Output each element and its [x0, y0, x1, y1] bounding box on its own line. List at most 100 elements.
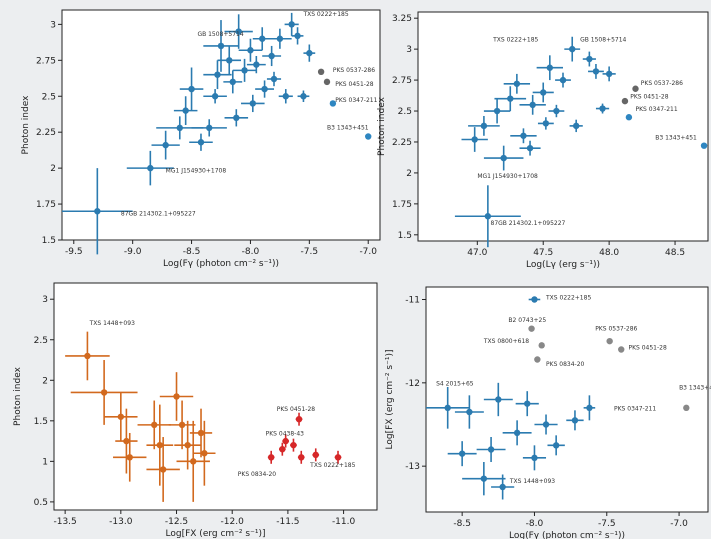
- source-annotation: MG1 J154930+1708: [166, 167, 227, 174]
- data-marker: [632, 85, 639, 92]
- data-marker: [279, 445, 286, 453]
- source-annotation: B2 0743+25: [508, 317, 546, 324]
- data-point: [224, 109, 249, 127]
- data-marker: [94, 208, 101, 215]
- chart-panel-1: -9.5 -9.0 -8.5 -8.0 -7.5 -7.0 1.5 1.75 2 2.25 2.5 2…: [21, 9, 381, 269]
- data-point: [583, 395, 596, 421]
- y-tick-label: 2.5: [34, 336, 48, 346]
- source-annotation: TXS 0222+185: [492, 37, 538, 44]
- y-tick-label: 3: [406, 45, 412, 55]
- data-point: [137, 400, 171, 450]
- data-point: [588, 63, 604, 79]
- data-point: [625, 114, 633, 121]
- data-marker: [480, 475, 488, 482]
- x-tick-label: -7.0: [670, 519, 688, 529]
- data-marker: [542, 421, 550, 428]
- data-point: [454, 185, 521, 248]
- y-tick-label: 2.75: [36, 56, 56, 66]
- y-tick-label: 2: [42, 376, 48, 386]
- data-marker: [526, 144, 534, 152]
- data-marker: [261, 85, 268, 93]
- data-point: [284, 12, 299, 36]
- x-axis-label: Log(Fγ (photon cm⁻² s⁻¹)): [163, 259, 279, 269]
- source-annotation: B3 1343+451: [655, 134, 697, 141]
- data-point: [159, 372, 194, 421]
- data-point: [528, 296, 541, 303]
- data-marker: [529, 101, 536, 109]
- data-point: [461, 127, 488, 152]
- data-point: [621, 97, 629, 105]
- data-marker: [513, 80, 521, 87]
- data-marker: [282, 93, 289, 100]
- data-point: [115, 408, 138, 474]
- data-marker: [268, 52, 275, 60]
- x-tick-label: -12.0: [221, 517, 245, 527]
- data-marker: [513, 429, 521, 437]
- x-tick-label: 48.5: [665, 248, 685, 258]
- data-point: [476, 437, 506, 462]
- y-tick-label: -13: [405, 462, 420, 472]
- source-annotation: MG1 J154930+1708: [477, 173, 538, 180]
- y-tick-label: 1: [42, 457, 48, 467]
- data-marker: [197, 429, 205, 437]
- y-tick-label: 2.25: [36, 128, 56, 138]
- data-marker: [531, 296, 538, 303]
- source-annotation: 87GB 214302.1+095227: [491, 220, 566, 227]
- data-point: [193, 420, 216, 486]
- x-tick-label: -11.0: [332, 517, 356, 527]
- data-point: [246, 56, 266, 74]
- data-marker: [458, 450, 466, 457]
- data-point: [462, 462, 506, 496]
- data-marker: [294, 32, 301, 40]
- data-marker: [329, 100, 337, 107]
- data-point: [297, 90, 310, 102]
- data-point: [151, 130, 180, 160]
- data-marker: [123, 437, 130, 445]
- data-point: [62, 168, 133, 255]
- data-point: [297, 450, 305, 464]
- data-marker: [471, 136, 478, 143]
- data-point: [538, 342, 545, 349]
- data-point: [255, 80, 274, 98]
- data-marker: [267, 454, 275, 461]
- data-point: [323, 78, 331, 86]
- data-marker: [173, 393, 180, 400]
- y-axis-label: Log[FX (erg cm⁻² s⁻¹)]: [385, 350, 395, 450]
- data-marker: [495, 396, 502, 403]
- y-tick-label: 0.5: [34, 498, 48, 508]
- data-point: [365, 133, 372, 140]
- data-point: [503, 73, 531, 94]
- y-tick-label: 2.5: [42, 92, 56, 102]
- data-marker: [444, 404, 451, 412]
- source-annotation: TXS 0800+618: [483, 338, 529, 345]
- x-tick-label: -8.0: [526, 519, 544, 529]
- x-tick-label: -7.5: [301, 247, 319, 257]
- data-marker: [683, 404, 690, 412]
- x-tick-label: -8.0: [242, 247, 260, 257]
- data-marker: [572, 122, 580, 130]
- data-marker: [317, 68, 325, 76]
- x-tick-label: -13.5: [53, 517, 76, 527]
- data-point: [510, 128, 537, 144]
- data-point: [602, 66, 616, 82]
- data-marker: [276, 35, 284, 42]
- source-annotation: GB 1508+5714: [197, 31, 243, 38]
- data-point: [126, 150, 174, 186]
- data-point: [468, 115, 500, 136]
- data-marker: [524, 400, 531, 407]
- data-marker: [176, 124, 183, 132]
- y-tick-label: 2.5: [398, 107, 412, 117]
- plot-frame: [417, 11, 709, 242]
- data-point: [203, 89, 227, 104]
- x-tick-label: -12.5: [165, 517, 188, 527]
- y-tick-label: 2.75: [392, 76, 412, 86]
- x-tick-label: 47.5: [533, 248, 553, 258]
- source-annotation: 87GB 214302.1+095227: [121, 211, 196, 218]
- data-marker: [235, 28, 242, 35]
- x-axis-label: Log(Fγ (photon cm⁻² s⁻¹)): [509, 531, 625, 539]
- data-point: [534, 356, 541, 363]
- x-tick-label: -7.0: [359, 247, 377, 257]
- data-point: [173, 96, 198, 125]
- source-annotation: TXS 1448+093: [89, 320, 135, 327]
- data-marker: [542, 120, 550, 127]
